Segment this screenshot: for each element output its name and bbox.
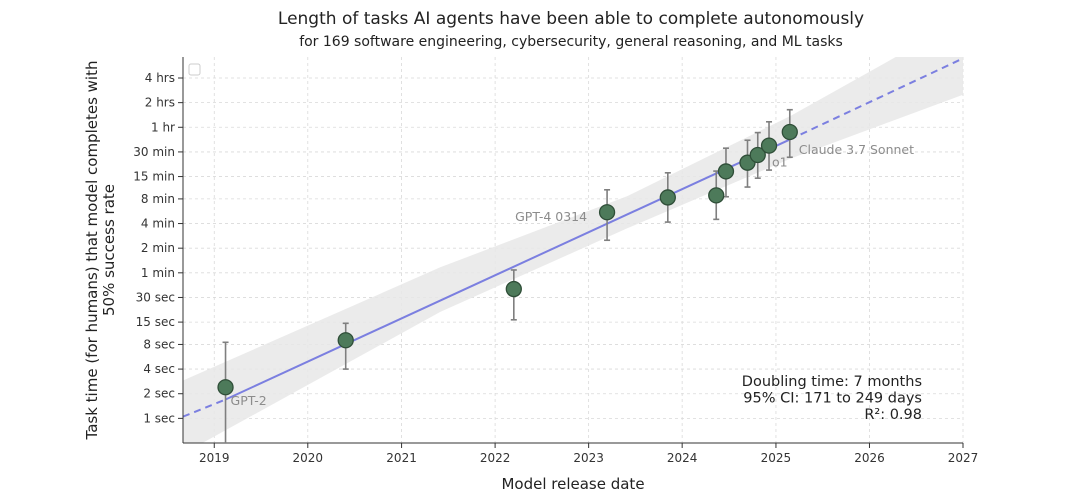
y-tick-label: 1 hr — [151, 120, 175, 134]
chart-subtitle: for 169 software engineering, cybersecur… — [299, 34, 843, 50]
x-axis-label: Model release date — [501, 475, 644, 493]
legend-box — [188, 63, 201, 76]
y-tick-label: 1 sec — [143, 411, 175, 425]
stats-annotation: R²: 0.98 — [864, 407, 922, 423]
y-tick-label: 30 sec — [136, 290, 175, 304]
data-point — [717, 163, 735, 180]
y-axis-label-line: 50% success rate — [100, 184, 118, 316]
trend-line-dashed-past — [182, 398, 226, 418]
y-tick-label: 4 min — [141, 217, 175, 231]
x-tick-label: 2020 — [293, 451, 324, 465]
x-tick-label: 2022 — [480, 451, 511, 465]
point-label: o1 — [772, 155, 788, 170]
y-tick-label: 8 min — [141, 192, 175, 206]
data-point — [760, 137, 778, 154]
y-tick-label: 2 hrs — [145, 96, 175, 110]
x-tick-label: 2024 — [667, 451, 698, 465]
x-tick-label: 2027 — [948, 451, 979, 465]
trend-line — [225, 138, 791, 401]
x-tick-label: 2021 — [386, 451, 417, 465]
y-axis-label: Task time (for humans) that model comple… — [83, 61, 118, 441]
data-point — [749, 146, 766, 164]
x-tick-label: 2023 — [573, 451, 604, 465]
x-tick-label: 2025 — [761, 451, 792, 465]
data-point — [217, 379, 234, 396]
data-point — [659, 189, 676, 206]
y-tick-label: 2 sec — [143, 387, 175, 401]
point-label: GPT-2 — [231, 393, 267, 408]
x-tick-label: 2026 — [854, 451, 885, 465]
data-point — [598, 204, 616, 221]
chart-title: Length of tasks AI agents have been able… — [278, 9, 864, 29]
trend-line-dashed-future — [789, 57, 963, 141]
y-tick-label: 2 min — [141, 241, 175, 255]
data-point — [337, 332, 354, 349]
y-tick-label: 4 sec — [143, 362, 175, 376]
y-tick-label: 30 min — [133, 145, 175, 159]
y-tick-label: 15 sec — [136, 315, 175, 329]
y-axis-label-line: Task time (for humans) that model comple… — [83, 61, 101, 441]
point-label: Claude 3.7 Sonnet — [799, 142, 914, 157]
stats-annotation: 95% CI: 171 to 249 days — [743, 391, 922, 407]
x-tick-label: 2019 — [199, 451, 230, 465]
data-point — [708, 187, 725, 204]
data-point — [505, 280, 522, 298]
data-point — [781, 123, 798, 141]
y-tick-label: 4 hrs — [145, 71, 175, 85]
y-tick-label: 15 min — [133, 170, 175, 184]
y-tick-label: 8 sec — [143, 337, 175, 351]
point-label: GPT-4 0314 — [515, 209, 587, 224]
stats-annotation: Doubling time: 7 months — [742, 374, 922, 390]
y-tick-label: 1 min — [141, 266, 175, 280]
